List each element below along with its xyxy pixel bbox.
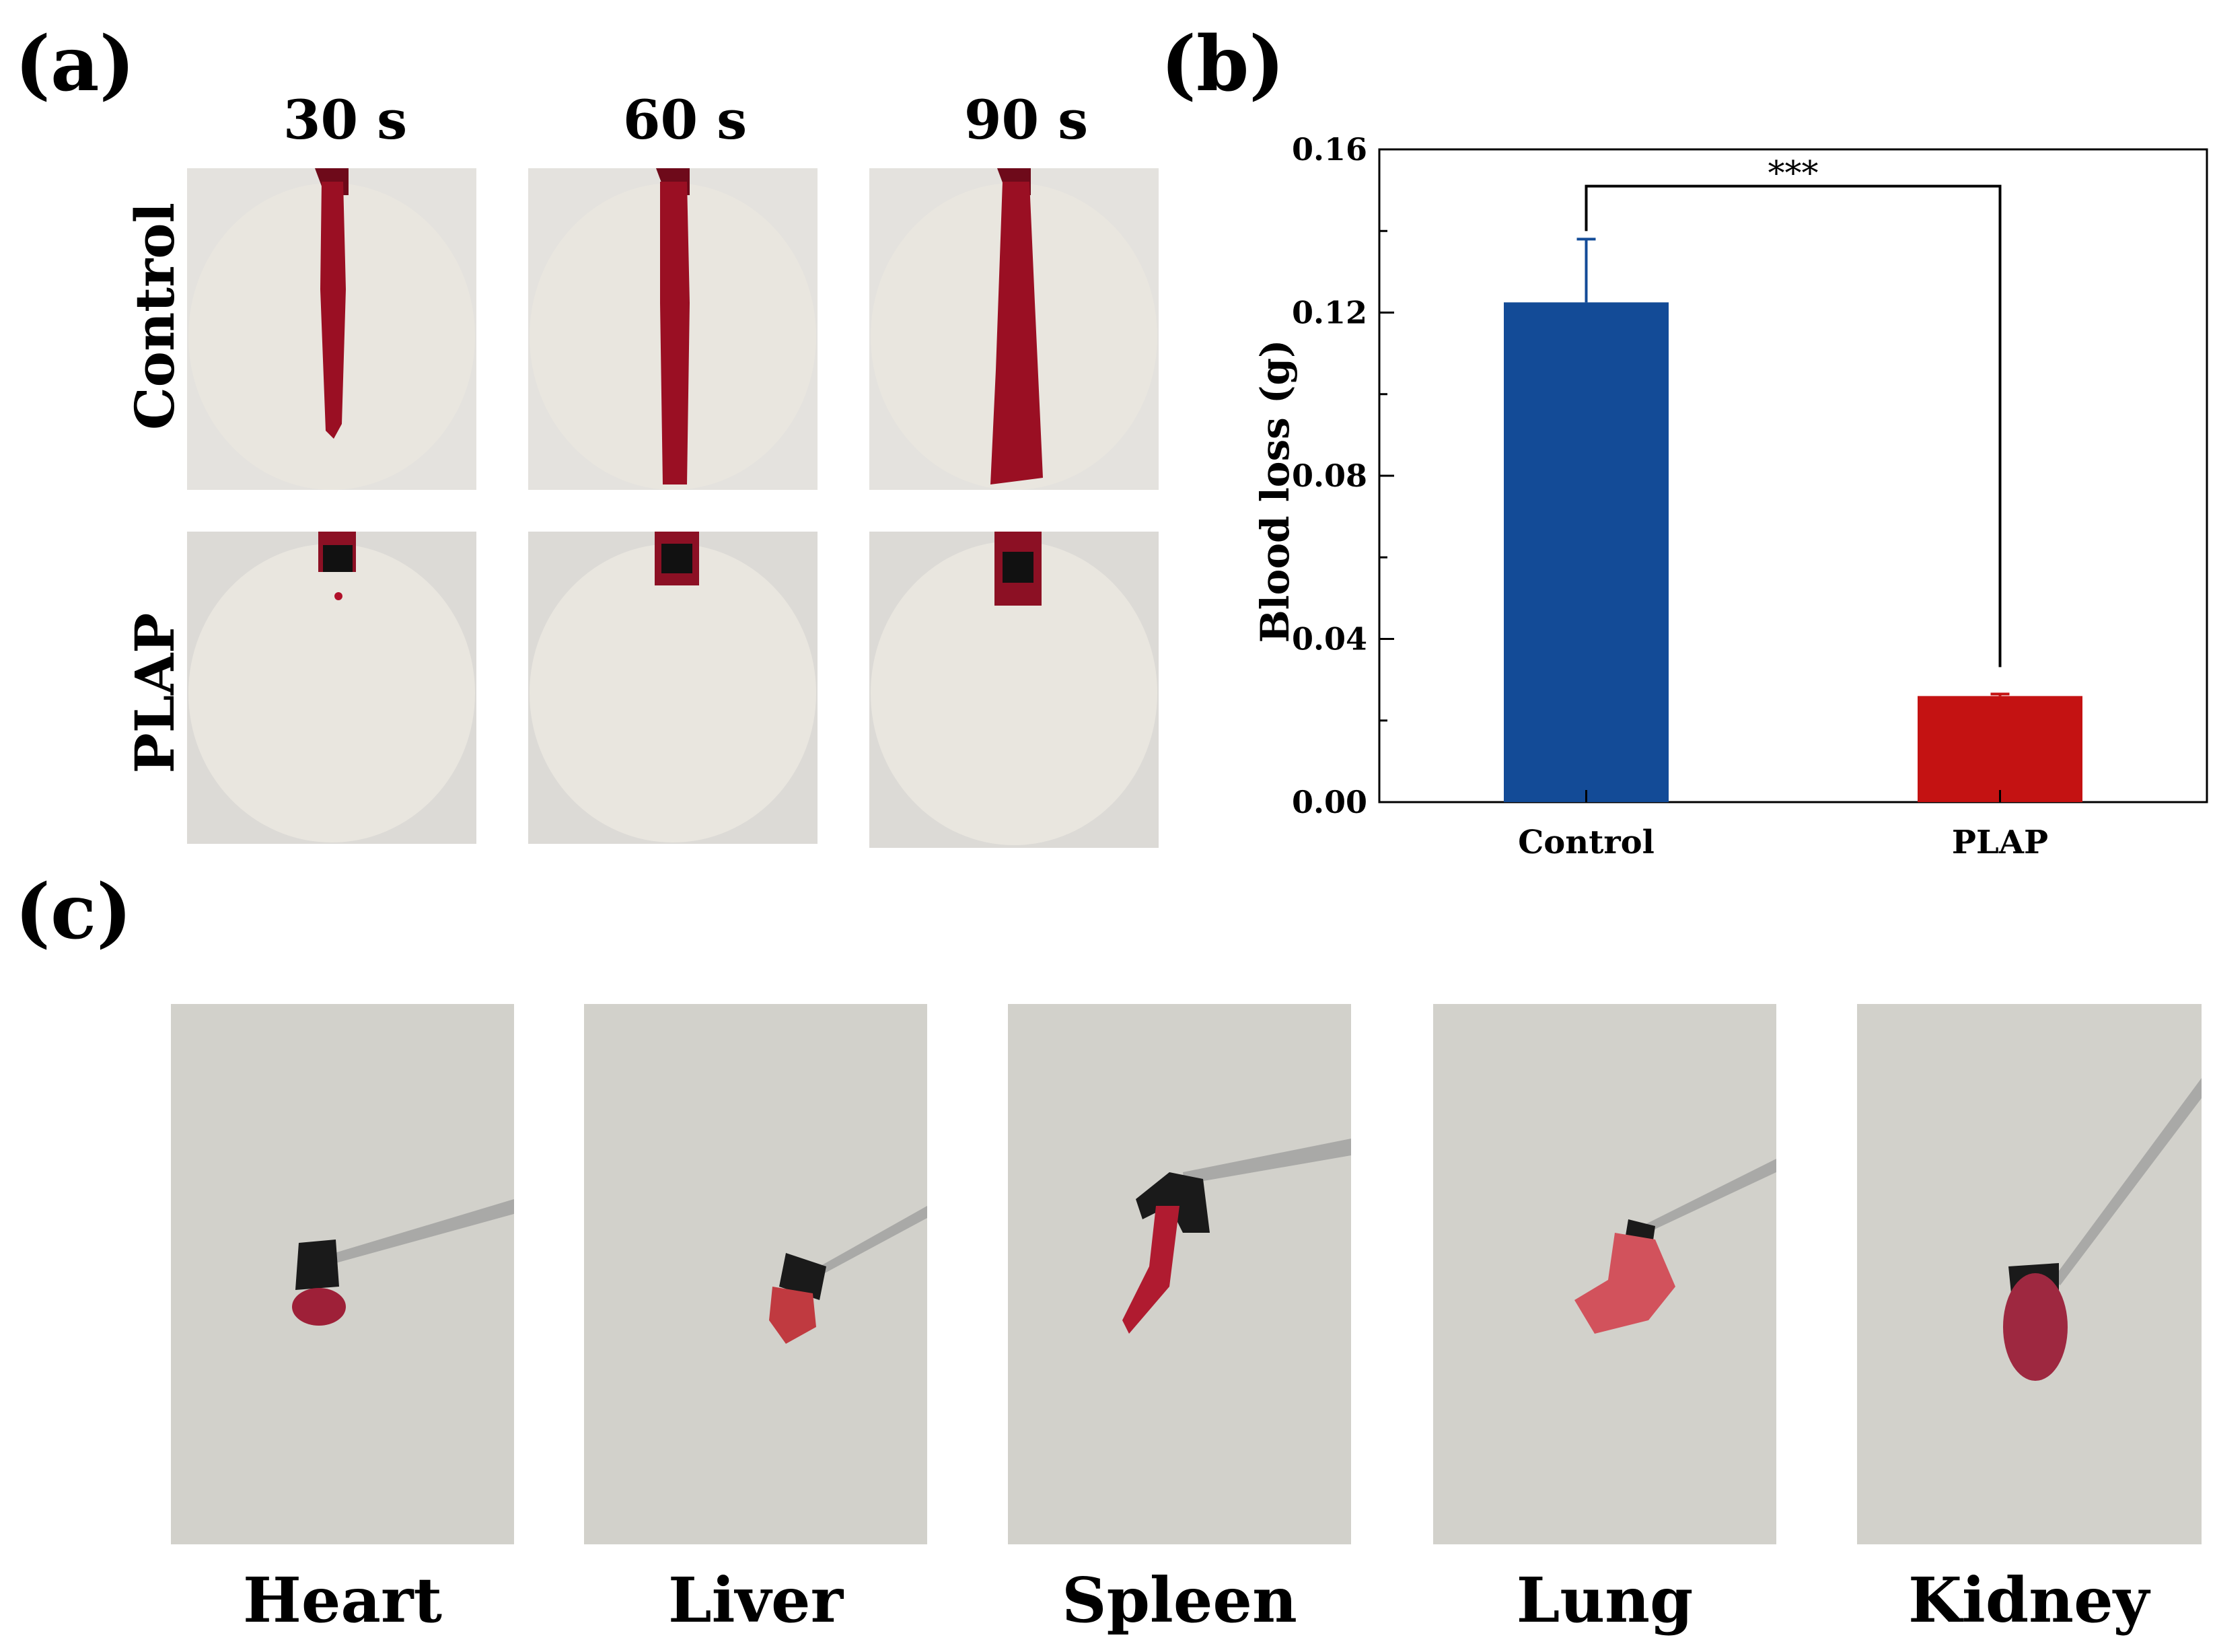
significance-bracket bbox=[1585, 184, 2002, 668]
bar-plap bbox=[1918, 696, 2082, 802]
x-tick-label-control: Control bbox=[1518, 824, 1655, 861]
control-30s-photo bbox=[187, 168, 476, 490]
x-tick-label-plap: PLAP bbox=[1952, 824, 2048, 861]
y-tick-label: 0.08 bbox=[1292, 458, 1367, 494]
control-60s-photo bbox=[528, 168, 818, 490]
plap-30s-photo bbox=[187, 532, 476, 844]
y-tick-label: 0.00 bbox=[1292, 784, 1367, 820]
row-label-control: Control bbox=[123, 202, 186, 431]
plot-frame bbox=[1378, 148, 2208, 803]
panel-label-a: (a) bbox=[15, 20, 135, 108]
plot-border bbox=[1378, 148, 2208, 803]
control-90s-photo bbox=[869, 168, 1159, 490]
organ-label-lung: Lung bbox=[1516, 1564, 1694, 1637]
bar-control bbox=[1504, 302, 1669, 802]
organ-label-heart: Heart bbox=[242, 1564, 443, 1637]
significance-label: *** bbox=[1768, 154, 1819, 193]
y-tick-label: 0.16 bbox=[1292, 131, 1367, 168]
plap-90s-photo bbox=[869, 532, 1159, 848]
panel-label-c: (c) bbox=[15, 868, 133, 956]
organ-label-kidney: Kidney bbox=[1908, 1564, 2150, 1637]
y-axis-label: Blood loss (g) bbox=[1252, 340, 1298, 643]
lung-photo bbox=[1433, 1004, 1776, 1544]
y-tick-label: 0.12 bbox=[1292, 295, 1367, 331]
spleen-photo bbox=[1008, 1004, 1351, 1544]
panel-label-b: (b) bbox=[1161, 20, 1285, 108]
kidney-photo bbox=[1857, 1004, 2202, 1544]
time-label-60s: 60 s bbox=[622, 88, 748, 151]
organ-label-spleen: Spleen bbox=[1062, 1564, 1297, 1637]
time-label-90s: 90 s bbox=[964, 88, 1089, 151]
row-label-plap: PLAP bbox=[123, 612, 186, 774]
heart-photo bbox=[171, 1004, 514, 1544]
blood-loss-chart: 0.00 0.04 0.08 0.12 0.16 Control PLAP *** Blo… bbox=[1252, 131, 2208, 861]
time-label-30s: 30 s bbox=[283, 88, 408, 151]
liver-photo bbox=[584, 1004, 927, 1544]
organ-label-liver: Liver bbox=[667, 1564, 844, 1637]
plap-60s-photo bbox=[528, 532, 818, 844]
y-tick-label: 0.04 bbox=[1292, 621, 1367, 657]
